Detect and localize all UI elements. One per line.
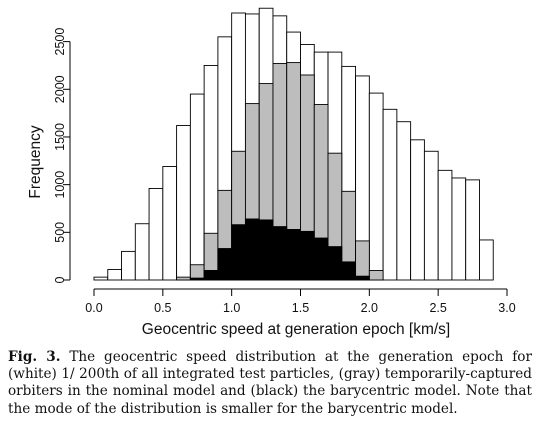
x-tick-label: 1.0 xyxy=(223,301,240,315)
white-bar xyxy=(134,223,150,281)
white-bar xyxy=(437,169,453,281)
x-tick-label: 2.5 xyxy=(429,301,446,315)
x-tick-label: 1.5 xyxy=(292,301,309,315)
y-tick-label: 1000 xyxy=(53,171,67,199)
white-bar xyxy=(176,125,191,281)
black-bar xyxy=(355,275,370,281)
white-bar xyxy=(107,269,122,281)
white-bar xyxy=(121,250,136,281)
black-bar xyxy=(217,248,233,281)
x-tick-label: 0.5 xyxy=(154,301,171,315)
gray-bar xyxy=(368,270,384,281)
black-bar xyxy=(313,237,329,281)
black-bar xyxy=(272,226,288,281)
white-bar xyxy=(368,92,384,281)
gray-bars xyxy=(176,62,384,281)
white-bar xyxy=(382,108,398,281)
white-bar xyxy=(410,139,425,281)
x-tick-label: 2.0 xyxy=(361,301,378,315)
black-bar xyxy=(258,219,274,281)
black-bar xyxy=(244,218,260,281)
white-bar xyxy=(479,239,494,281)
y-tick-label: 2000 xyxy=(53,75,67,103)
white-bar xyxy=(148,188,164,281)
black-bar xyxy=(286,229,301,281)
y-axis-label: Frequency xyxy=(27,125,44,198)
histogram-bars xyxy=(93,7,494,281)
gray-bar xyxy=(355,240,370,281)
y-tick-label: 0 xyxy=(53,276,67,283)
caption-text: The geocentric speed distribution at the… xyxy=(8,349,532,417)
black-bar xyxy=(203,270,219,281)
axes: 0.0 0.5 1.0 1.5 2.0 2.5 3.0 0 500 1000 1500 2000 250… xyxy=(53,28,516,315)
white-bar xyxy=(189,93,205,281)
black-bar xyxy=(231,224,246,281)
white-bar xyxy=(451,177,467,281)
y-tick-label: 500 xyxy=(53,222,67,243)
white-bar xyxy=(162,166,178,281)
black-bar xyxy=(300,230,315,281)
black-bar xyxy=(189,277,205,281)
gray-bar xyxy=(176,276,191,281)
black-bar xyxy=(341,261,357,281)
white-bar xyxy=(93,276,109,281)
black-bars xyxy=(189,218,370,281)
x-axis-label: Geocentric speed at generation epoch [km… xyxy=(142,321,450,338)
y-tick-label: 2500 xyxy=(53,28,67,56)
figure-caption: Fig. 3. The geocentric speed distributio… xyxy=(8,349,532,418)
histogram-figure: 0.0 0.5 1.0 1.5 2.0 2.5 3.0 0 500 1000 1500 2000 250… xyxy=(27,7,516,338)
black-bar xyxy=(327,246,343,281)
x-tick-label: 3.0 xyxy=(498,301,515,315)
x-tick-label: 0.0 xyxy=(85,301,102,315)
caption-label: Fig. 3. xyxy=(8,349,61,365)
white-bar xyxy=(465,179,480,281)
white-bar xyxy=(423,150,439,281)
white-bar xyxy=(396,121,412,281)
y-tick-label: 1500 xyxy=(53,123,67,151)
